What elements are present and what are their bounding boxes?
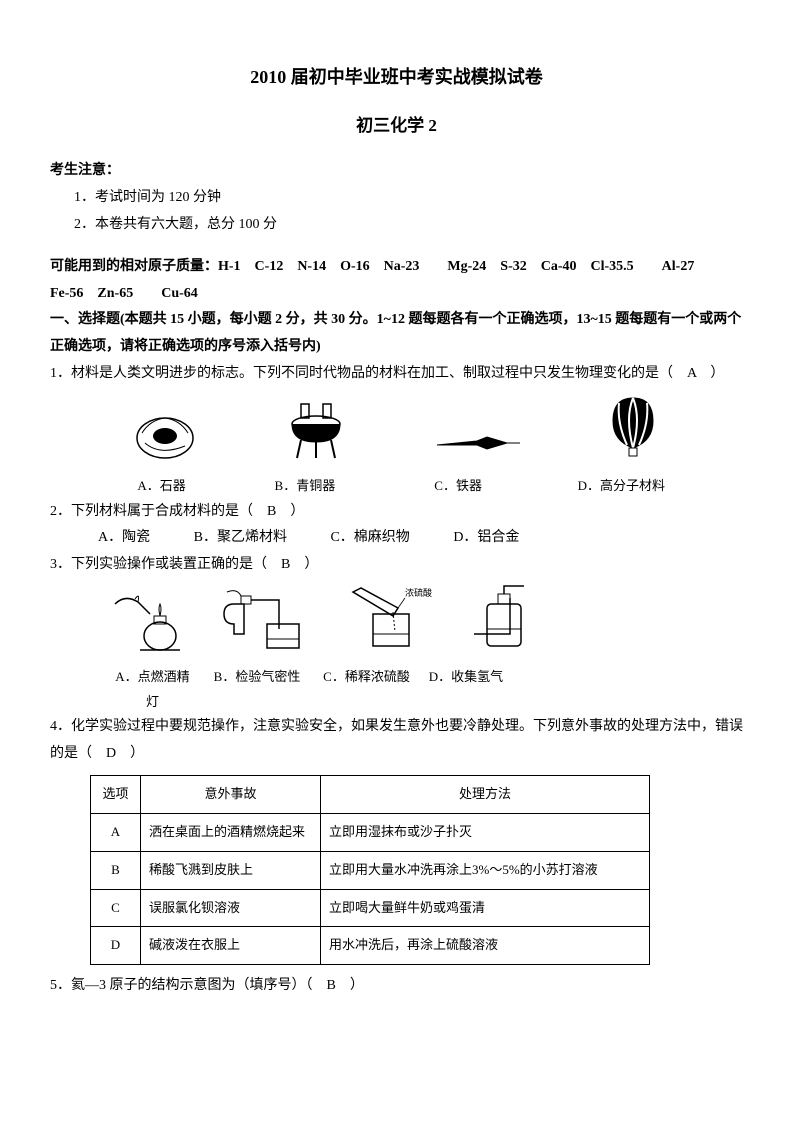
q3-option-a-label: A．点燃酒精灯 bbox=[110, 665, 195, 714]
table-cell: 稀酸飞溅到皮肤上 bbox=[141, 851, 321, 889]
question-3-images: 浓硫酸 bbox=[50, 578, 743, 665]
q1-option-b-label: B．青铜器 bbox=[270, 474, 340, 499]
table-header-row: 选项 意外事故 处理方法 bbox=[91, 776, 650, 814]
q1-image-b-bronze bbox=[281, 398, 351, 474]
stone-icon bbox=[130, 408, 200, 463]
table-header-option: 选项 bbox=[91, 776, 141, 814]
airtight-test-icon bbox=[219, 584, 319, 654]
table-row: B 稀酸飞溅到皮肤上 立即用大量水冲洗再涂上3%～5%的小苏打溶液 bbox=[91, 851, 650, 889]
notice-item-2: 2．本卷共有六大题，总分 100 分 bbox=[50, 212, 743, 239]
question-1-images bbox=[50, 387, 743, 474]
acid-label: 浓硫酸 bbox=[405, 587, 432, 598]
table-cell: 误服氯化钡溶液 bbox=[141, 889, 321, 927]
atomic-masses-line1: 可能用到的相对原子质量：H-1 C-12 N-14 O-16 Na-23 Mg-… bbox=[50, 254, 743, 281]
question-3-text: 3．下列实验操作或装置正确的是（ B ） bbox=[50, 552, 743, 579]
q2-option-b: B．聚乙烯材料 bbox=[194, 525, 287, 552]
table-cell: B bbox=[91, 851, 141, 889]
question-1-text: 1．材料是人类文明进步的标志。下列不同时代物品的材料在加工、制取过程中只发生物理… bbox=[50, 361, 743, 388]
table-row: D 碱液泼在衣服上 用水冲洗后，再涂上硫酸溶液 bbox=[91, 927, 650, 965]
q1-image-a-stone bbox=[130, 408, 200, 474]
table-row: C 误服氯化钡溶液 立即喝大量鲜牛奶或鸡蛋清 bbox=[91, 889, 650, 927]
iron-tool-icon bbox=[432, 423, 522, 463]
table-cell: 碱液泼在衣服上 bbox=[141, 927, 321, 965]
q1-option-d-label: D．高分子材料 bbox=[576, 474, 666, 499]
question-2-options: A．陶瓷 B．聚乙烯材料 C．棉麻织物 D．铝合金 bbox=[50, 525, 743, 552]
q3-option-d-label: D．收集氢气 bbox=[426, 665, 506, 714]
q3-image-d-collect bbox=[462, 584, 542, 665]
q1-option-c-label: C．铁器 bbox=[413, 474, 503, 499]
q3-option-c-label: C．稀释浓硫酸 bbox=[319, 665, 414, 714]
balloon-icon bbox=[603, 393, 663, 463]
table-cell: 立即用湿抹布或沙子扑灭 bbox=[321, 814, 650, 852]
question-1-labels: A．石器 B．青铜器 C．铁器 D．高分子材料 bbox=[50, 474, 743, 499]
table-cell: D bbox=[91, 927, 141, 965]
notice-item-1: 1．考试时间为 120 分钟 bbox=[50, 185, 743, 212]
table-cell: A bbox=[91, 814, 141, 852]
q3-option-b-label: B．检验气密性 bbox=[207, 665, 307, 714]
table-header-accident: 意外事故 bbox=[141, 776, 321, 814]
dilute-acid-icon: 浓硫酸 bbox=[343, 584, 438, 654]
q1-option-a-label: A．石器 bbox=[127, 474, 197, 499]
q3-image-c-dilute: 浓硫酸 bbox=[343, 584, 438, 665]
notice-header: 考生注意： bbox=[50, 158, 743, 185]
atomic-masses-label: 可能用到的相对原子质量： bbox=[50, 259, 218, 274]
exam-title: 2010 届初中毕业班中考实战模拟试卷 bbox=[50, 60, 743, 94]
q3-image-a-lamp bbox=[110, 584, 195, 665]
section-1-header: 一、选择题(本题共 15 小题，每小题 2 分，共 30 分。1~12 题每题各… bbox=[50, 307, 743, 360]
gas-collect-icon bbox=[462, 584, 542, 654]
bronze-ding-icon bbox=[281, 398, 351, 463]
atomic-masses-values-1: H-1 C-12 N-14 O-16 Na-23 Mg-24 S-32 Ca-4… bbox=[218, 259, 694, 274]
q2-option-a: A．陶瓷 bbox=[98, 525, 150, 552]
atomic-masses-line2: Fe-56 Zn-65 Cu-64 bbox=[50, 281, 743, 308]
question-2-text: 2．下列材料属于合成材料的是（ B ） bbox=[50, 499, 743, 526]
q1-image-d-polymer bbox=[603, 393, 663, 474]
table-row: A 洒在桌面上的酒精燃烧起来 立即用湿抹布或沙子扑灭 bbox=[91, 814, 650, 852]
table-cell: 立即喝大量鲜牛奶或鸡蛋清 bbox=[321, 889, 650, 927]
question-5-text: 5．氦—3 原子的结构示意图为（填序号）（ B ） bbox=[50, 973, 743, 1000]
exam-subtitle: 初三化学 2 bbox=[50, 110, 743, 142]
q3-image-b-airtight bbox=[219, 584, 319, 665]
q2-option-c: C．棉麻织物 bbox=[330, 525, 409, 552]
question-4-text: 4．化学实验过程中要规范操作，注意实验安全，如果发生意外也要冷静处理。下列意外事… bbox=[50, 714, 743, 767]
alcohol-lamp-icon bbox=[110, 584, 195, 654]
q1-image-c-iron bbox=[432, 423, 522, 474]
question-3-labels: A．点燃酒精灯 B．检验气密性 C．稀释浓硫酸 D．收集氢气 bbox=[50, 665, 743, 714]
q2-option-d: D．铝合金 bbox=[453, 525, 519, 552]
table-cell: C bbox=[91, 889, 141, 927]
table-cell: 用水冲洗后，再涂上硫酸溶液 bbox=[321, 927, 650, 965]
question-4-table: 选项 意外事故 处理方法 A 洒在桌面上的酒精燃烧起来 立即用湿抹布或沙子扑灭 … bbox=[90, 775, 650, 964]
table-cell: 立即用大量水冲洗再涂上3%～5%的小苏打溶液 bbox=[321, 851, 650, 889]
table-cell: 洒在桌面上的酒精燃烧起来 bbox=[141, 814, 321, 852]
table-header-method: 处理方法 bbox=[321, 776, 650, 814]
